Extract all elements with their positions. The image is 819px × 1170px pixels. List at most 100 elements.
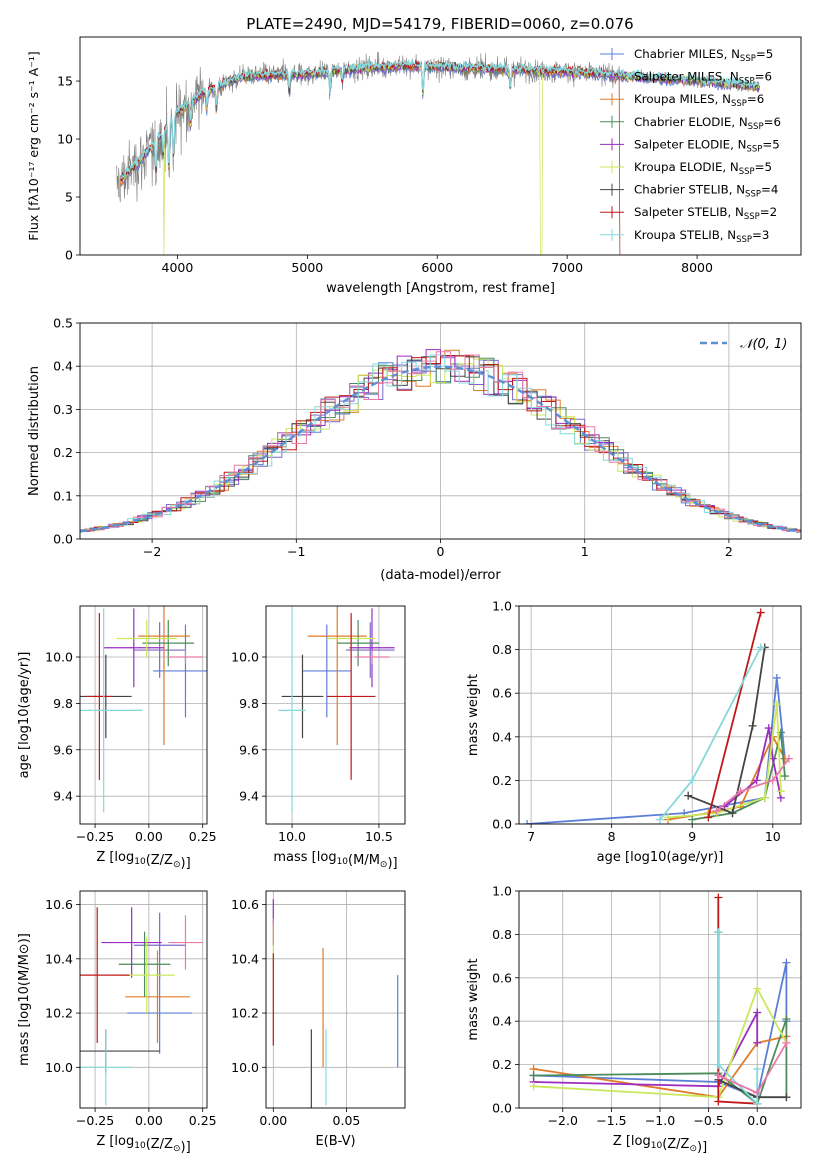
series-chabrier-stelib xyxy=(687,647,766,815)
legend-label: Kroupa STELIB, NSSP=3 xyxy=(634,228,769,245)
y-tick-label: 9.6 xyxy=(53,742,73,757)
x-tick-label: 5000 xyxy=(291,260,323,275)
axes-age_vs_Z: −0.25 0.00 0.25 9.4 9.6 9.8 10.0 Z [log10(Z/Z⊙)… xyxy=(17,605,217,871)
label-part: Z [log xyxy=(96,850,134,865)
y-tick-label: 0.4 xyxy=(492,1014,512,1029)
axes-frame xyxy=(518,890,802,1109)
y-tick-label: 0.2 xyxy=(492,773,512,788)
point-kroupa-stelib xyxy=(688,776,697,785)
point-kroupa-elodie xyxy=(664,813,673,822)
label-part: 10 xyxy=(134,857,146,867)
x-tick-label: −0.25 xyxy=(76,829,114,844)
point-chabrier-elodie xyxy=(688,815,697,824)
model-salpeter-stelib xyxy=(119,59,760,255)
legend-label: 𝒩(0, 1) xyxy=(740,337,787,352)
legend-text: Chabrier MILES, N xyxy=(634,47,740,61)
point-kroupa-elodie xyxy=(760,793,769,802)
y-axis-label: mass weight xyxy=(466,674,481,756)
legend-label: Salpeter MILES, NSSP=6 xyxy=(634,70,772,87)
series-kroupa-elodie xyxy=(533,986,788,1099)
series-kroupa-miles xyxy=(533,1035,787,1099)
x-tick-label: 10.0 xyxy=(278,829,306,844)
legend-text: Kroupa STELIB, N xyxy=(634,228,736,242)
y-tick-label: 0.4 xyxy=(53,359,73,374)
x-tick-label: 6000 xyxy=(421,260,453,275)
label-part: )] xyxy=(387,856,397,871)
x-tick-label: −1.5 xyxy=(596,1113,626,1128)
normal-curve xyxy=(80,365,801,533)
point-kroupa-stelib xyxy=(714,1060,723,1069)
legend-label: Salpeter ELODIE, NSSP=5 xyxy=(634,137,780,154)
x-tick-label: −1 xyxy=(287,544,305,559)
axes-frame xyxy=(79,322,802,540)
label-part: Z [log xyxy=(96,1134,134,1149)
x-axis-label: (data-model)/error xyxy=(380,568,501,583)
series-salpeter-stelib xyxy=(707,612,762,818)
axes-frame xyxy=(79,890,208,1109)
point-salpeter-stelib xyxy=(704,813,713,822)
y-tick-label: 0.4 xyxy=(492,729,512,744)
y-tick-label: 10 xyxy=(57,132,73,147)
x-tick-label: 7000 xyxy=(551,260,583,275)
y-tick-label: 10.0 xyxy=(45,1060,73,1075)
y-tick-label: 15 xyxy=(57,74,73,89)
axes-residuals: −2 −1 0 1 2 0.0 0.1 0.2 0.3 0.4 0.5 (data-model)/er… xyxy=(27,316,802,583)
x-axis-label: wavelength [Angstrom, rest frame] xyxy=(326,281,555,296)
model-kroupa-stelib xyxy=(120,58,760,180)
label-part: (M/M xyxy=(348,853,380,868)
point-pink xyxy=(712,806,721,815)
legend-text: =2 xyxy=(760,205,777,219)
point-kroupa-stelib xyxy=(753,1064,762,1073)
x-tick-label: 4000 xyxy=(162,260,194,275)
legend-sub: SSP xyxy=(739,77,755,87)
y-tick-label: 9.4 xyxy=(239,789,259,804)
x-tick-label: 0 xyxy=(437,544,445,559)
y-tick-label: 10.6 xyxy=(45,897,73,912)
y-tick-label: 0.0 xyxy=(53,532,73,547)
legend-text: =5 xyxy=(756,47,773,61)
point-chabrier-miles xyxy=(782,958,791,967)
label-part: 10 xyxy=(651,1141,663,1151)
axes-weight_vs_age: 7 8 9 10 0.0 0.2 0.4 0.6 0.8 1.0 age [log10(age/yr… xyxy=(466,599,802,865)
x-tick-label: 0.00 xyxy=(135,1113,163,1128)
x-tick-label: 0.25 xyxy=(189,1113,217,1128)
y-tick-label: 0.3 xyxy=(53,402,73,417)
point-chabrier-stelib xyxy=(782,1093,791,1102)
label-part: (Z/Z xyxy=(146,853,173,868)
point-salpeter-stelib xyxy=(714,1097,723,1106)
y-tick-label: 9.4 xyxy=(53,789,73,804)
legend-sub: SSP xyxy=(736,235,752,245)
figure-title: PLATE=2490, MJD=54179, FIBERID=0060, z=0… xyxy=(246,15,633,33)
point-pink xyxy=(753,1088,762,1097)
point-chabrier-miles xyxy=(523,820,532,824)
label-part: )] xyxy=(697,1140,707,1155)
x-axis-label: age [log10(age/yr)] xyxy=(597,850,724,865)
series-salpeter-stelib xyxy=(717,897,758,1105)
point-salpeter-elodie xyxy=(764,724,773,733)
legend-sub: SSP xyxy=(740,54,756,64)
y-tick-label: 9.8 xyxy=(53,696,73,711)
plot-area xyxy=(272,899,399,1108)
point-pink xyxy=(782,1038,791,1047)
x-tick-label: −1.0 xyxy=(645,1113,675,1128)
legend-label: Chabrier STELIB, NSSP=4 xyxy=(634,183,778,200)
legend-sub: SSP xyxy=(746,144,762,154)
axes-frame xyxy=(265,605,406,825)
x-axis-label: E(B-V) xyxy=(315,1134,355,1149)
x-axis-label: Z [log10(Z/Z⊙)] xyxy=(96,1134,190,1155)
x-tick-label: 8000 xyxy=(681,260,713,275)
axes-age_vs_mass: 10.0 10.5 9.4 9.6 9.8 10.0 mass [log10(M/M⊙)] xyxy=(231,605,406,871)
series-pink xyxy=(715,758,790,812)
axes-frame xyxy=(79,36,802,256)
y-tick-label: 0.6 xyxy=(492,970,512,985)
point-chabrier-elodie xyxy=(780,772,789,781)
x-tick-label: 8 xyxy=(608,829,616,844)
point-salpeter-stelib xyxy=(756,608,765,617)
y-tick-label: 0.0 xyxy=(492,1101,512,1116)
point-chabrier-miles xyxy=(772,673,781,682)
y-tick-label: 0.2 xyxy=(492,1057,512,1072)
point-salpeter-elodie xyxy=(753,1038,762,1047)
x-tick-label: 9 xyxy=(688,829,696,844)
legend-label: Kroupa ELODIE, NSSP=5 xyxy=(634,160,772,177)
plot-area xyxy=(116,51,760,255)
